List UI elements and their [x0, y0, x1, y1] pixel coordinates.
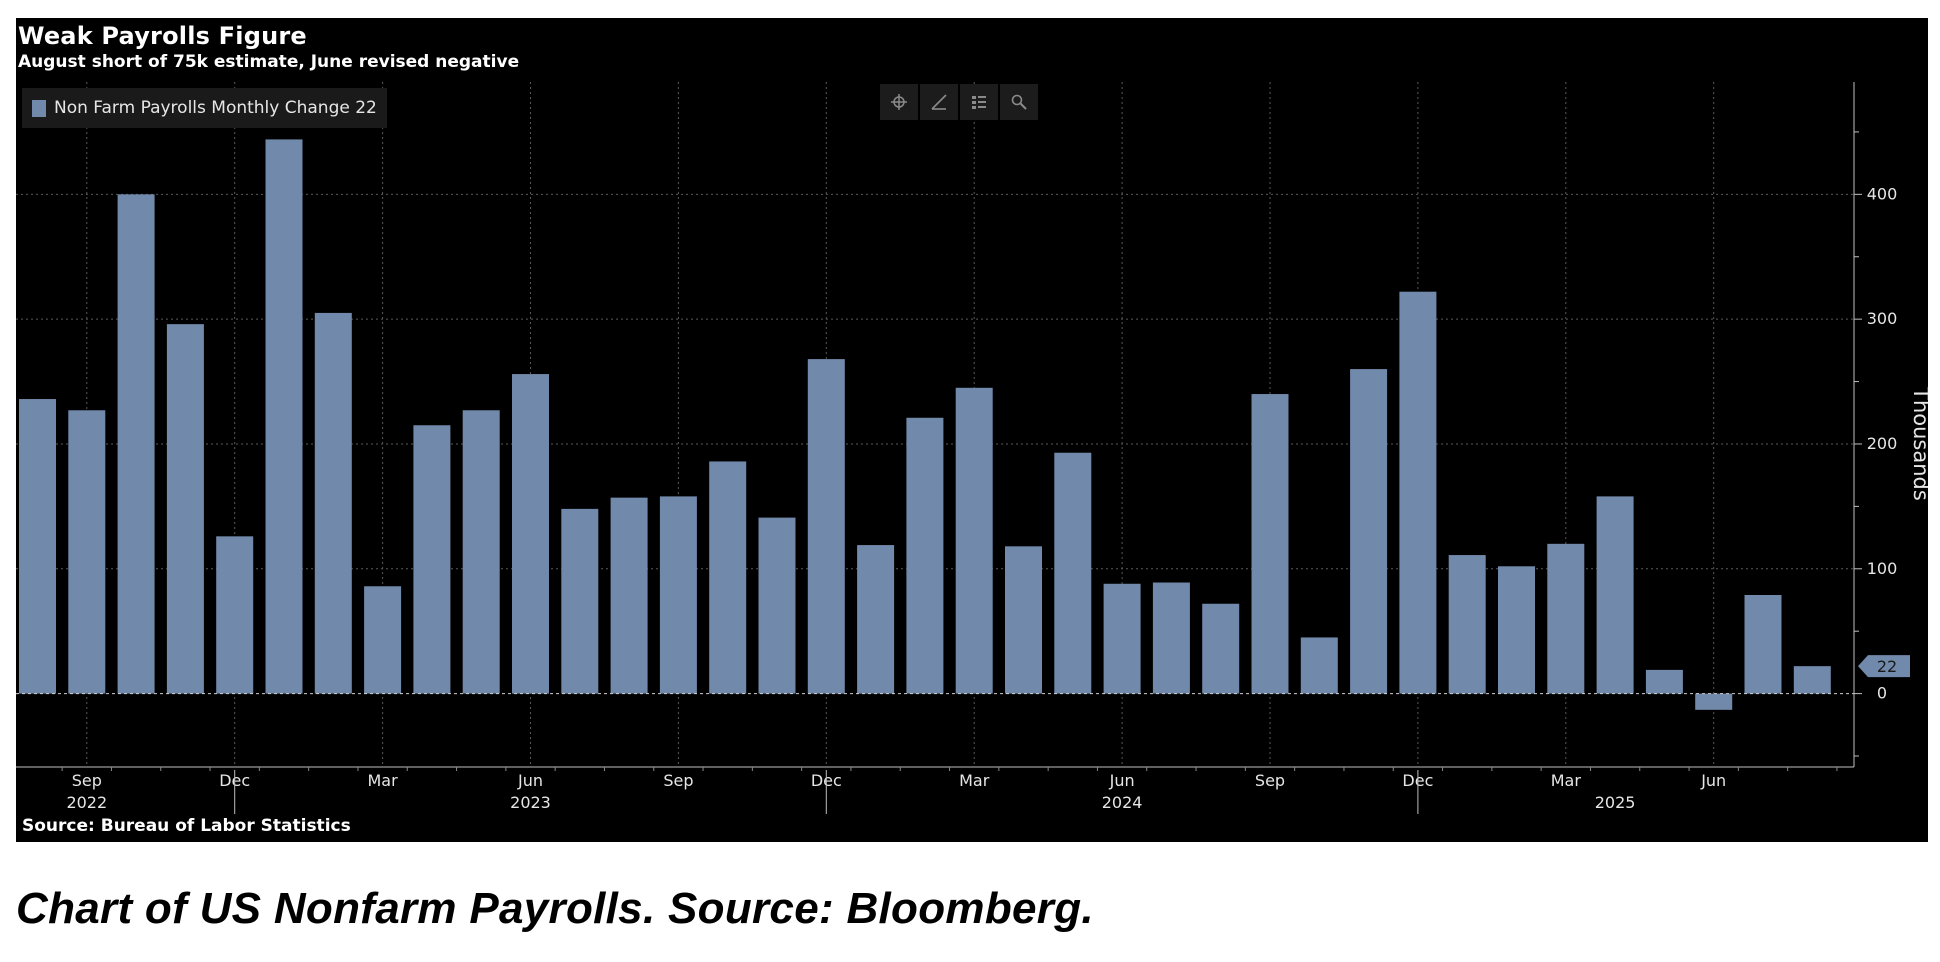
chart-subtitle: August short of 75k estimate, June revis…	[18, 52, 520, 72]
bar	[1251, 394, 1289, 694]
bar	[314, 312, 352, 694]
bar	[1103, 583, 1141, 694]
bar	[1399, 291, 1437, 694]
y-tick-label: 300	[1867, 309, 1898, 328]
x-year-label: 2023	[510, 793, 551, 812]
last-value-label: 22	[1877, 657, 1897, 676]
bar	[1645, 669, 1683, 694]
figure-caption: Chart of US Nonfarm Payrolls. Source: Bl…	[16, 884, 1094, 933]
bar	[1547, 543, 1585, 694]
bar	[216, 536, 254, 694]
bar	[1498, 566, 1535, 694]
x-tick-label: Mar	[368, 771, 399, 790]
bar	[709, 461, 747, 694]
bar	[955, 387, 993, 694]
bar	[117, 194, 155, 694]
crosshair-button[interactable]	[880, 84, 918, 120]
x-tick-label: Sep	[663, 771, 693, 790]
bar	[1300, 637, 1338, 694]
bar	[807, 359, 845, 694]
zoom-button[interactable]	[1000, 84, 1038, 120]
x-tick-label: Mar	[959, 771, 990, 790]
x-tick-label: Mar	[1551, 771, 1582, 790]
bar	[1596, 496, 1634, 694]
last-value-marker	[1858, 655, 1910, 678]
draw-line-button[interactable]	[920, 84, 958, 120]
legend-swatch	[32, 99, 46, 117]
legend-label: Non Farm Payrolls Monthly Change 22	[54, 98, 377, 118]
x-year-label: 2025	[1595, 793, 1636, 812]
bar	[1054, 452, 1092, 694]
y-tick-label: 400	[1867, 184, 1898, 203]
y-tick-label: 0	[1877, 684, 1887, 703]
legend-list-button[interactable]	[960, 84, 998, 120]
bar	[1695, 693, 1733, 710]
chart-toolbar	[880, 84, 1038, 120]
bar	[512, 374, 549, 694]
bar	[364, 586, 402, 694]
bar	[1202, 603, 1240, 694]
x-year-label: 2022	[66, 793, 107, 812]
y-tick-label: 100	[1867, 559, 1898, 578]
bar	[1005, 546, 1042, 694]
source-note: Source: Bureau of Labor Statistics	[22, 816, 351, 836]
bar	[1793, 666, 1831, 694]
bar	[462, 410, 500, 694]
chart-title: Weak Payrolls Figure	[18, 22, 307, 50]
bar	[166, 324, 204, 694]
legend-list-icon	[972, 96, 986, 109]
bar	[1350, 369, 1388, 694]
bar	[857, 545, 895, 694]
bar	[610, 497, 648, 694]
bar	[659, 496, 697, 694]
bar	[906, 417, 944, 694]
legend[interactable]: Non Farm Payrolls Monthly Change 22	[22, 88, 387, 128]
x-tick-label: Jun	[1700, 771, 1726, 790]
draw-line-icon	[931, 94, 947, 110]
bar	[68, 410, 106, 694]
bar	[413, 425, 451, 694]
x-tick-label: Sep	[1255, 771, 1285, 790]
y-axis-title: Thousands	[1909, 386, 1928, 501]
bar	[19, 399, 56, 694]
crosshair-icon	[891, 94, 907, 110]
bar	[1448, 555, 1486, 694]
chart-panel: Sep Dec Mar Jun Sep Dec Mar Jun Sep Dec Mar Jun 2022…	[16, 18, 1928, 842]
bar	[265, 139, 303, 694]
x-year-label: 2024	[1102, 793, 1143, 812]
x-tick-label: Jun	[517, 771, 543, 790]
x-tick-label: Sep	[72, 771, 102, 790]
bar	[758, 517, 796, 694]
bar	[1744, 595, 1782, 694]
zoom-icon	[1011, 94, 1027, 110]
chart-plot: Sep Dec Mar Jun Sep Dec Mar Jun Sep Dec Mar Jun2022…	[16, 82, 1928, 814]
bar	[1152, 582, 1190, 694]
bar	[561, 508, 599, 694]
y-tick-label: 200	[1867, 434, 1898, 453]
x-tick-label: Jun	[1109, 771, 1135, 790]
